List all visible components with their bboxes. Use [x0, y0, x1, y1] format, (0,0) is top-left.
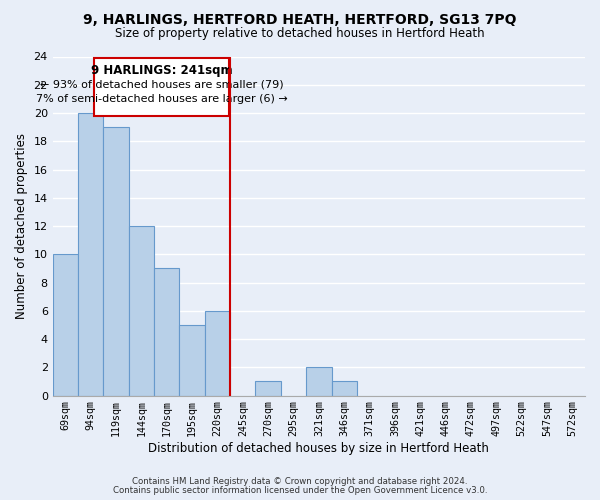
Bar: [129, 226, 154, 396]
Y-axis label: Number of detached properties: Number of detached properties: [15, 133, 28, 319]
Bar: [332, 382, 357, 396]
Bar: [256, 382, 281, 396]
Bar: [78, 113, 103, 396]
Bar: [205, 311, 230, 396]
Bar: [306, 368, 332, 396]
X-axis label: Distribution of detached houses by size in Hertford Heath: Distribution of detached houses by size …: [148, 442, 489, 455]
Bar: [179, 325, 205, 396]
Text: Contains HM Land Registry data © Crown copyright and database right 2024.: Contains HM Land Registry data © Crown c…: [132, 477, 468, 486]
FancyBboxPatch shape: [94, 58, 229, 116]
Text: ← 93% of detached houses are smaller (79): ← 93% of detached houses are smaller (79…: [40, 80, 283, 90]
Bar: [154, 268, 179, 396]
Text: Contains public sector information licensed under the Open Government Licence v3: Contains public sector information licen…: [113, 486, 487, 495]
Text: 7% of semi-detached houses are larger (6) →: 7% of semi-detached houses are larger (6…: [36, 94, 287, 104]
Bar: [53, 254, 78, 396]
Bar: [103, 127, 129, 396]
Text: 9, HARLINGS, HERTFORD HEATH, HERTFORD, SG13 7PQ: 9, HARLINGS, HERTFORD HEATH, HERTFORD, S…: [83, 12, 517, 26]
Text: Size of property relative to detached houses in Hertford Heath: Size of property relative to detached ho…: [115, 28, 485, 40]
Text: 9 HARLINGS: 241sqm: 9 HARLINGS: 241sqm: [91, 64, 232, 78]
